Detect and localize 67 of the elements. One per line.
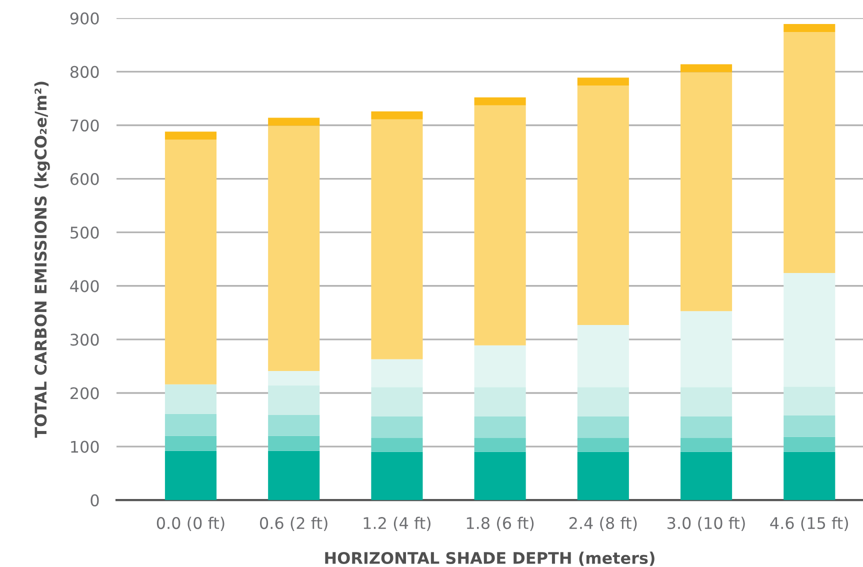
bar bbox=[474, 105, 526, 346]
bar bbox=[680, 64, 732, 72]
bar bbox=[164, 436, 217, 451]
bar bbox=[268, 414, 320, 436]
x-tick-label: 0.6 (2 ft) bbox=[260, 516, 328, 532]
y-tick-label: 0 bbox=[90, 494, 99, 506]
bar bbox=[680, 438, 732, 452]
bar bbox=[268, 118, 320, 126]
y-tick-label: 900 bbox=[70, 12, 99, 24]
bar bbox=[268, 126, 320, 372]
y-tick-label: 700 bbox=[70, 119, 99, 132]
bar bbox=[577, 78, 629, 86]
bar bbox=[164, 132, 217, 140]
bar bbox=[784, 32, 836, 274]
bar bbox=[371, 438, 423, 452]
bar bbox=[268, 385, 320, 415]
bar bbox=[268, 436, 320, 451]
bar bbox=[474, 345, 526, 388]
bar bbox=[474, 438, 526, 452]
x-tick-label: 0.0 (0 ft) bbox=[156, 516, 224, 532]
bar bbox=[680, 72, 732, 312]
x-tick-label: 2.4 (8 ft) bbox=[569, 516, 637, 532]
bar bbox=[784, 386, 836, 416]
x-tick-label: 1.8 (6 ft) bbox=[466, 516, 534, 532]
bar bbox=[577, 86, 629, 325]
bar bbox=[474, 416, 526, 438]
x-axis-title: HORIZONTAL SHADE DEPTH (meters) bbox=[325, 552, 654, 566]
bar bbox=[680, 452, 732, 500]
bar bbox=[577, 324, 629, 388]
bar bbox=[164, 414, 217, 436]
bar bbox=[371, 387, 423, 417]
y-tick-label: 300 bbox=[70, 334, 99, 346]
bar bbox=[784, 436, 836, 452]
bar bbox=[577, 452, 629, 500]
x-tick-label: 1.2 (4 ft) bbox=[364, 516, 430, 532]
bar bbox=[474, 452, 526, 500]
bar bbox=[164, 384, 217, 414]
bar bbox=[371, 452, 423, 500]
bar bbox=[784, 415, 836, 437]
bar bbox=[268, 450, 320, 500]
bar bbox=[371, 416, 423, 438]
bar bbox=[474, 97, 526, 106]
bar bbox=[784, 273, 836, 387]
bar bbox=[680, 416, 732, 438]
y-tick-label: 100 bbox=[71, 440, 99, 453]
bar bbox=[268, 371, 320, 386]
y-tick-label: 200 bbox=[70, 387, 99, 400]
bar bbox=[577, 416, 629, 438]
bar bbox=[371, 111, 423, 120]
bar bbox=[784, 452, 836, 500]
bar bbox=[680, 387, 732, 417]
x-tick-label: 3.0 (10 ft) bbox=[668, 516, 745, 532]
bar bbox=[474, 387, 526, 417]
y-tick-label: 400 bbox=[70, 280, 99, 292]
x-tick-label: 4.6 (15 ft) bbox=[770, 516, 848, 532]
bar bbox=[371, 119, 423, 360]
bar bbox=[577, 387, 629, 417]
bar bbox=[577, 438, 629, 452]
bar bbox=[680, 311, 732, 388]
y-tick-label: 500 bbox=[70, 226, 99, 239]
bar bbox=[371, 359, 423, 388]
bar bbox=[164, 450, 217, 500]
bar bbox=[784, 24, 836, 32]
bar bbox=[164, 140, 217, 384]
y-tick-label: 600 bbox=[70, 173, 99, 186]
y-axis-title: TOTAL CARBON EMISSIONS (kgCO₂e/m²) bbox=[34, 82, 50, 438]
y-tick-label: 800 bbox=[70, 66, 99, 78]
